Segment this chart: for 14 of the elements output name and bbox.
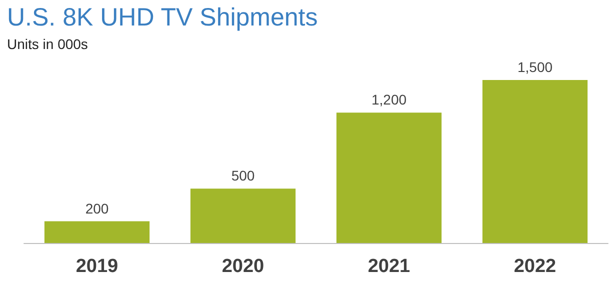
x-tick-label: 2020 (222, 256, 264, 277)
chart-title: U.S. 8K UHD TV Shipments (7, 4, 318, 32)
bar (190, 188, 296, 243)
x-tick-label: 2022 (514, 256, 556, 277)
x-tick-label: 2019 (76, 256, 118, 277)
chart-subtitle: Units in 000s (7, 36, 88, 52)
data-label: 1,200 (371, 92, 407, 108)
data-label: 200 (85, 200, 109, 216)
bar (482, 80, 588, 243)
data-label: 500 (231, 168, 255, 184)
bar (44, 221, 150, 243)
x-tick-label: 2021 (368, 256, 411, 277)
bar (336, 112, 442, 243)
data-label: 1,500 (517, 59, 553, 75)
